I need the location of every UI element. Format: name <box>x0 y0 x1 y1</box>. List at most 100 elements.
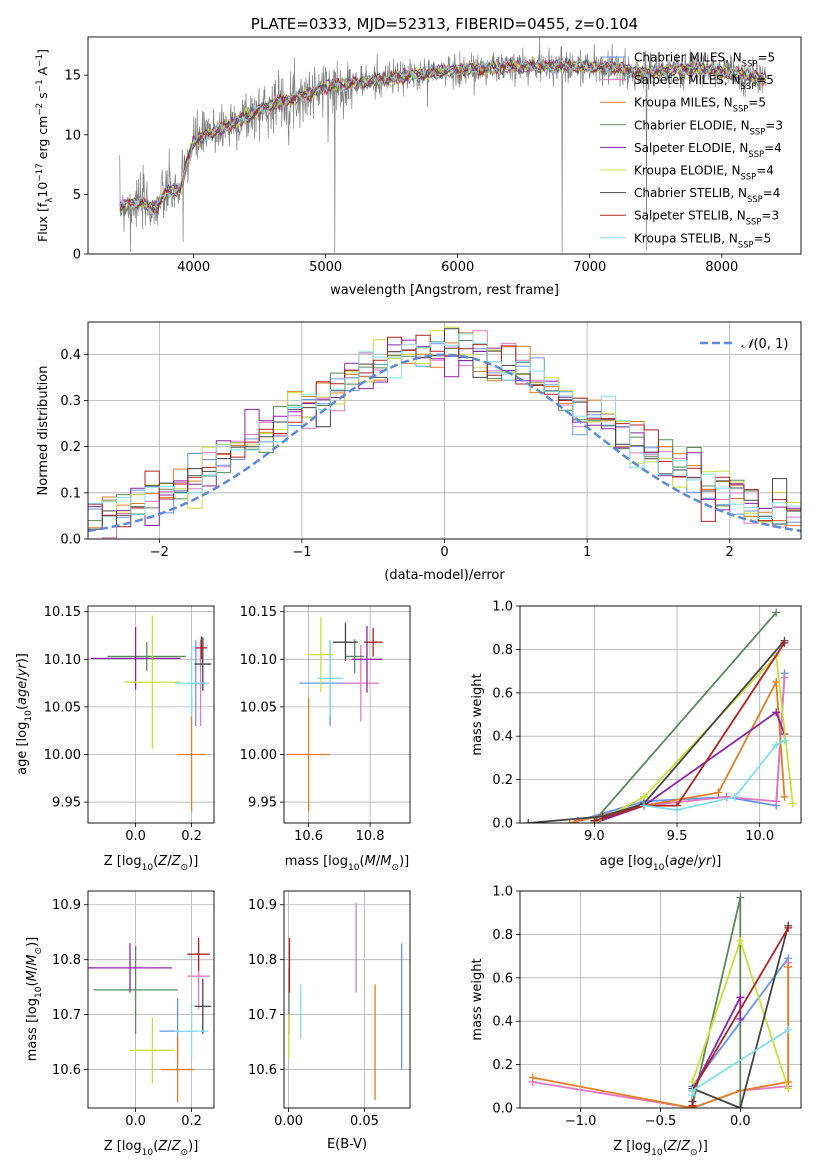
point-marker-kroupa-miles <box>784 962 793 971</box>
point-marker-salpeter-miles <box>772 797 781 806</box>
x-tick-label: −0.5 <box>645 1114 677 1129</box>
x-axis-label: age [log10(age/yr)] <box>600 854 722 873</box>
y-tick-label: 0.2 <box>60 440 81 455</box>
y-tick-label: 5 <box>73 188 81 203</box>
x-tick-label: 1 <box>583 545 591 560</box>
y-tick-label: 0.6 <box>492 971 513 986</box>
legend-entry: Chabrier MILES, NSSP=5 <box>634 51 775 69</box>
y-tick-label: 10.6 <box>248 1063 277 1078</box>
x-tick-label: 10.6 <box>294 829 323 844</box>
spectrum-lines <box>119 37 767 253</box>
y-tick-label: 0 <box>73 248 81 263</box>
legend-entry: Salpeter MILES, NSSP=5 <box>634 73 774 91</box>
x-axis-label: wavelength [Angstrom, rest frame] <box>330 283 559 298</box>
x-tick-label: −1 <box>292 545 311 560</box>
point-marker-salpeter-stelib <box>784 923 793 932</box>
y-tick-label: 0.4 <box>60 348 81 363</box>
x-tick-label: 0.2 <box>181 829 202 844</box>
point-marker-salpeter-stelib <box>780 638 789 647</box>
axes-mass-vs-Z: 0.0 0.2 10.6 10.7 10.8 10.9 <box>52 891 214 1129</box>
x-axis-label: (data-model)/error <box>384 568 505 583</box>
x-axis-label: Z [log10(Z/Z⊙)] <box>104 1139 199 1158</box>
y-tick-label: 10.10 <box>240 653 277 668</box>
point-marker-kroupa-stelib <box>730 792 739 801</box>
x-tick-label: 9.5 <box>667 829 688 844</box>
errorbar-chabrier-stelib <box>194 637 212 691</box>
axes-age-vs-Z: 0.0 0.2 9.95 10.00 10.05 10.10 10.15 <box>44 605 214 844</box>
y-tick-label: 1.0 <box>492 600 513 615</box>
point-marker-kroupa-miles <box>714 788 723 797</box>
x-tick-label: 10.0 <box>745 829 774 844</box>
series-line-chabrier-elodie <box>593 611 777 822</box>
errorbar-kroupa-miles <box>160 1036 195 1103</box>
y-axis-label: age [log10(age/yr)] <box>15 653 34 775</box>
y-tick-label: 10.15 <box>44 605 81 620</box>
model-line-salpeter-stelib <box>119 60 767 215</box>
errorbar-kroupa-stelib <box>317 640 343 717</box>
point-marker-kroupa-elodie <box>736 936 745 945</box>
y-tick-label: 0.4 <box>492 1015 513 1030</box>
y-tick-label: 15 <box>64 69 81 84</box>
errorbar-kroupa-miles <box>287 697 331 812</box>
y-tick-label: 10.10 <box>44 653 81 668</box>
axes-frame-mass-vs-Z <box>87 890 215 1109</box>
point-marker-kroupa-stelib <box>780 736 789 745</box>
point-marker-kroupa-miles <box>565 819 574 823</box>
point-marker-kroupa-elodie <box>784 1084 793 1093</box>
legend-entry: Salpeter ELODIE, NSSP=4 <box>634 141 782 159</box>
x-tick-label: 0.2 <box>181 1114 202 1129</box>
errorbars-age-vs-mass <box>287 616 383 812</box>
errorbars-mass-vs-Z <box>88 937 212 1103</box>
point-marker-kroupa-miles <box>780 792 789 801</box>
point-marker-kroupa-stelib <box>639 801 648 810</box>
legend-entry: 𝒩(0, 1) <box>741 337 788 352</box>
legend-entry: Chabrier ELODIE, NSSP=3 <box>634 118 783 136</box>
errorbar-kroupa-elodie <box>308 616 334 693</box>
y-tick-label: 0.2 <box>492 773 513 788</box>
y-tick-label: 10.05 <box>240 700 277 715</box>
histogram-step-kroupa-stelib <box>88 333 801 519</box>
y-tick-label: 10.9 <box>248 898 277 913</box>
axes-weight-vs-age: 9.0 9.5 10.0 0.0 0.2 0.4 0.6 0.8 1.0 <box>492 600 801 844</box>
axes-weight-vs-Z: −1.0 −0.5 0.0 0.0 0.2 0.4 0.6 0.8 1.0 <box>492 885 801 1129</box>
y-tick-label: 0.4 <box>492 730 513 745</box>
y-axis-label: Normed distribution <box>36 366 51 496</box>
y-tick-label: 10.05 <box>44 700 81 715</box>
errorbar-chabrier-elodie <box>107 642 186 671</box>
histogram-step-salpeter-stelib <box>88 334 801 528</box>
y-tick-label: 10.7 <box>52 1008 81 1023</box>
legend-entry: Chabrier STELIB, NSSP=4 <box>634 186 780 204</box>
errorbar-chabrier-elodie <box>93 945 178 1034</box>
point-marker-salpeter-elodie <box>736 993 745 1002</box>
errorbars-mass-vs-EBV <box>288 902 403 1100</box>
x-tick-label: 6000 <box>441 260 474 275</box>
legend-entry: Kroupa MILES, NSSP=5 <box>634 96 766 114</box>
point-marker-kroupa-stelib <box>673 805 682 814</box>
y-tick-label: 0.0 <box>60 533 81 548</box>
x-tick-label: 0.0 <box>125 1114 146 1129</box>
y-tick-label: 10 <box>64 128 81 143</box>
point-marker-kroupa-miles <box>528 1073 537 1082</box>
x-axis-label: Z [log10(Z/Z⊙)] <box>613 1139 708 1158</box>
point-marker-chabrier-stelib <box>524 819 533 823</box>
x-tick-label: 0.00 <box>274 1114 303 1129</box>
x-tick-label: 9.0 <box>584 829 605 844</box>
axes-frame-weight-vs-age <box>519 605 802 824</box>
legend-entry: Kroupa ELODIE, NSSP=4 <box>634 164 774 182</box>
errorbar-kroupa-elodie <box>130 1017 175 1084</box>
errorbar-salpeter-elodie <box>90 626 181 690</box>
axes-frame-age-vs-Z <box>87 605 215 824</box>
x-tick-label: 2 <box>726 545 734 560</box>
y-axis-label: mass [log10(M/M⊙)] <box>25 937 44 1061</box>
y-tick-label: 0.1 <box>60 486 81 501</box>
errorbar-salpeter-miles <box>342 645 380 722</box>
point-marker-kroupa-elodie <box>788 799 797 808</box>
model-line-salpeter-elodie <box>119 58 767 211</box>
y-tick-label: 1.0 <box>492 885 513 900</box>
x-axis-label: Z [log10(Z/Z⊙)] <box>104 854 199 873</box>
x-tick-label: 10.8 <box>356 829 385 844</box>
point-marker-salpeter-stelib <box>688 1101 697 1108</box>
point-marker-kroupa-stelib <box>688 1086 697 1095</box>
axes-frame-weight-vs-Z <box>519 890 802 1109</box>
y-tick-label: 10.9 <box>52 898 81 913</box>
